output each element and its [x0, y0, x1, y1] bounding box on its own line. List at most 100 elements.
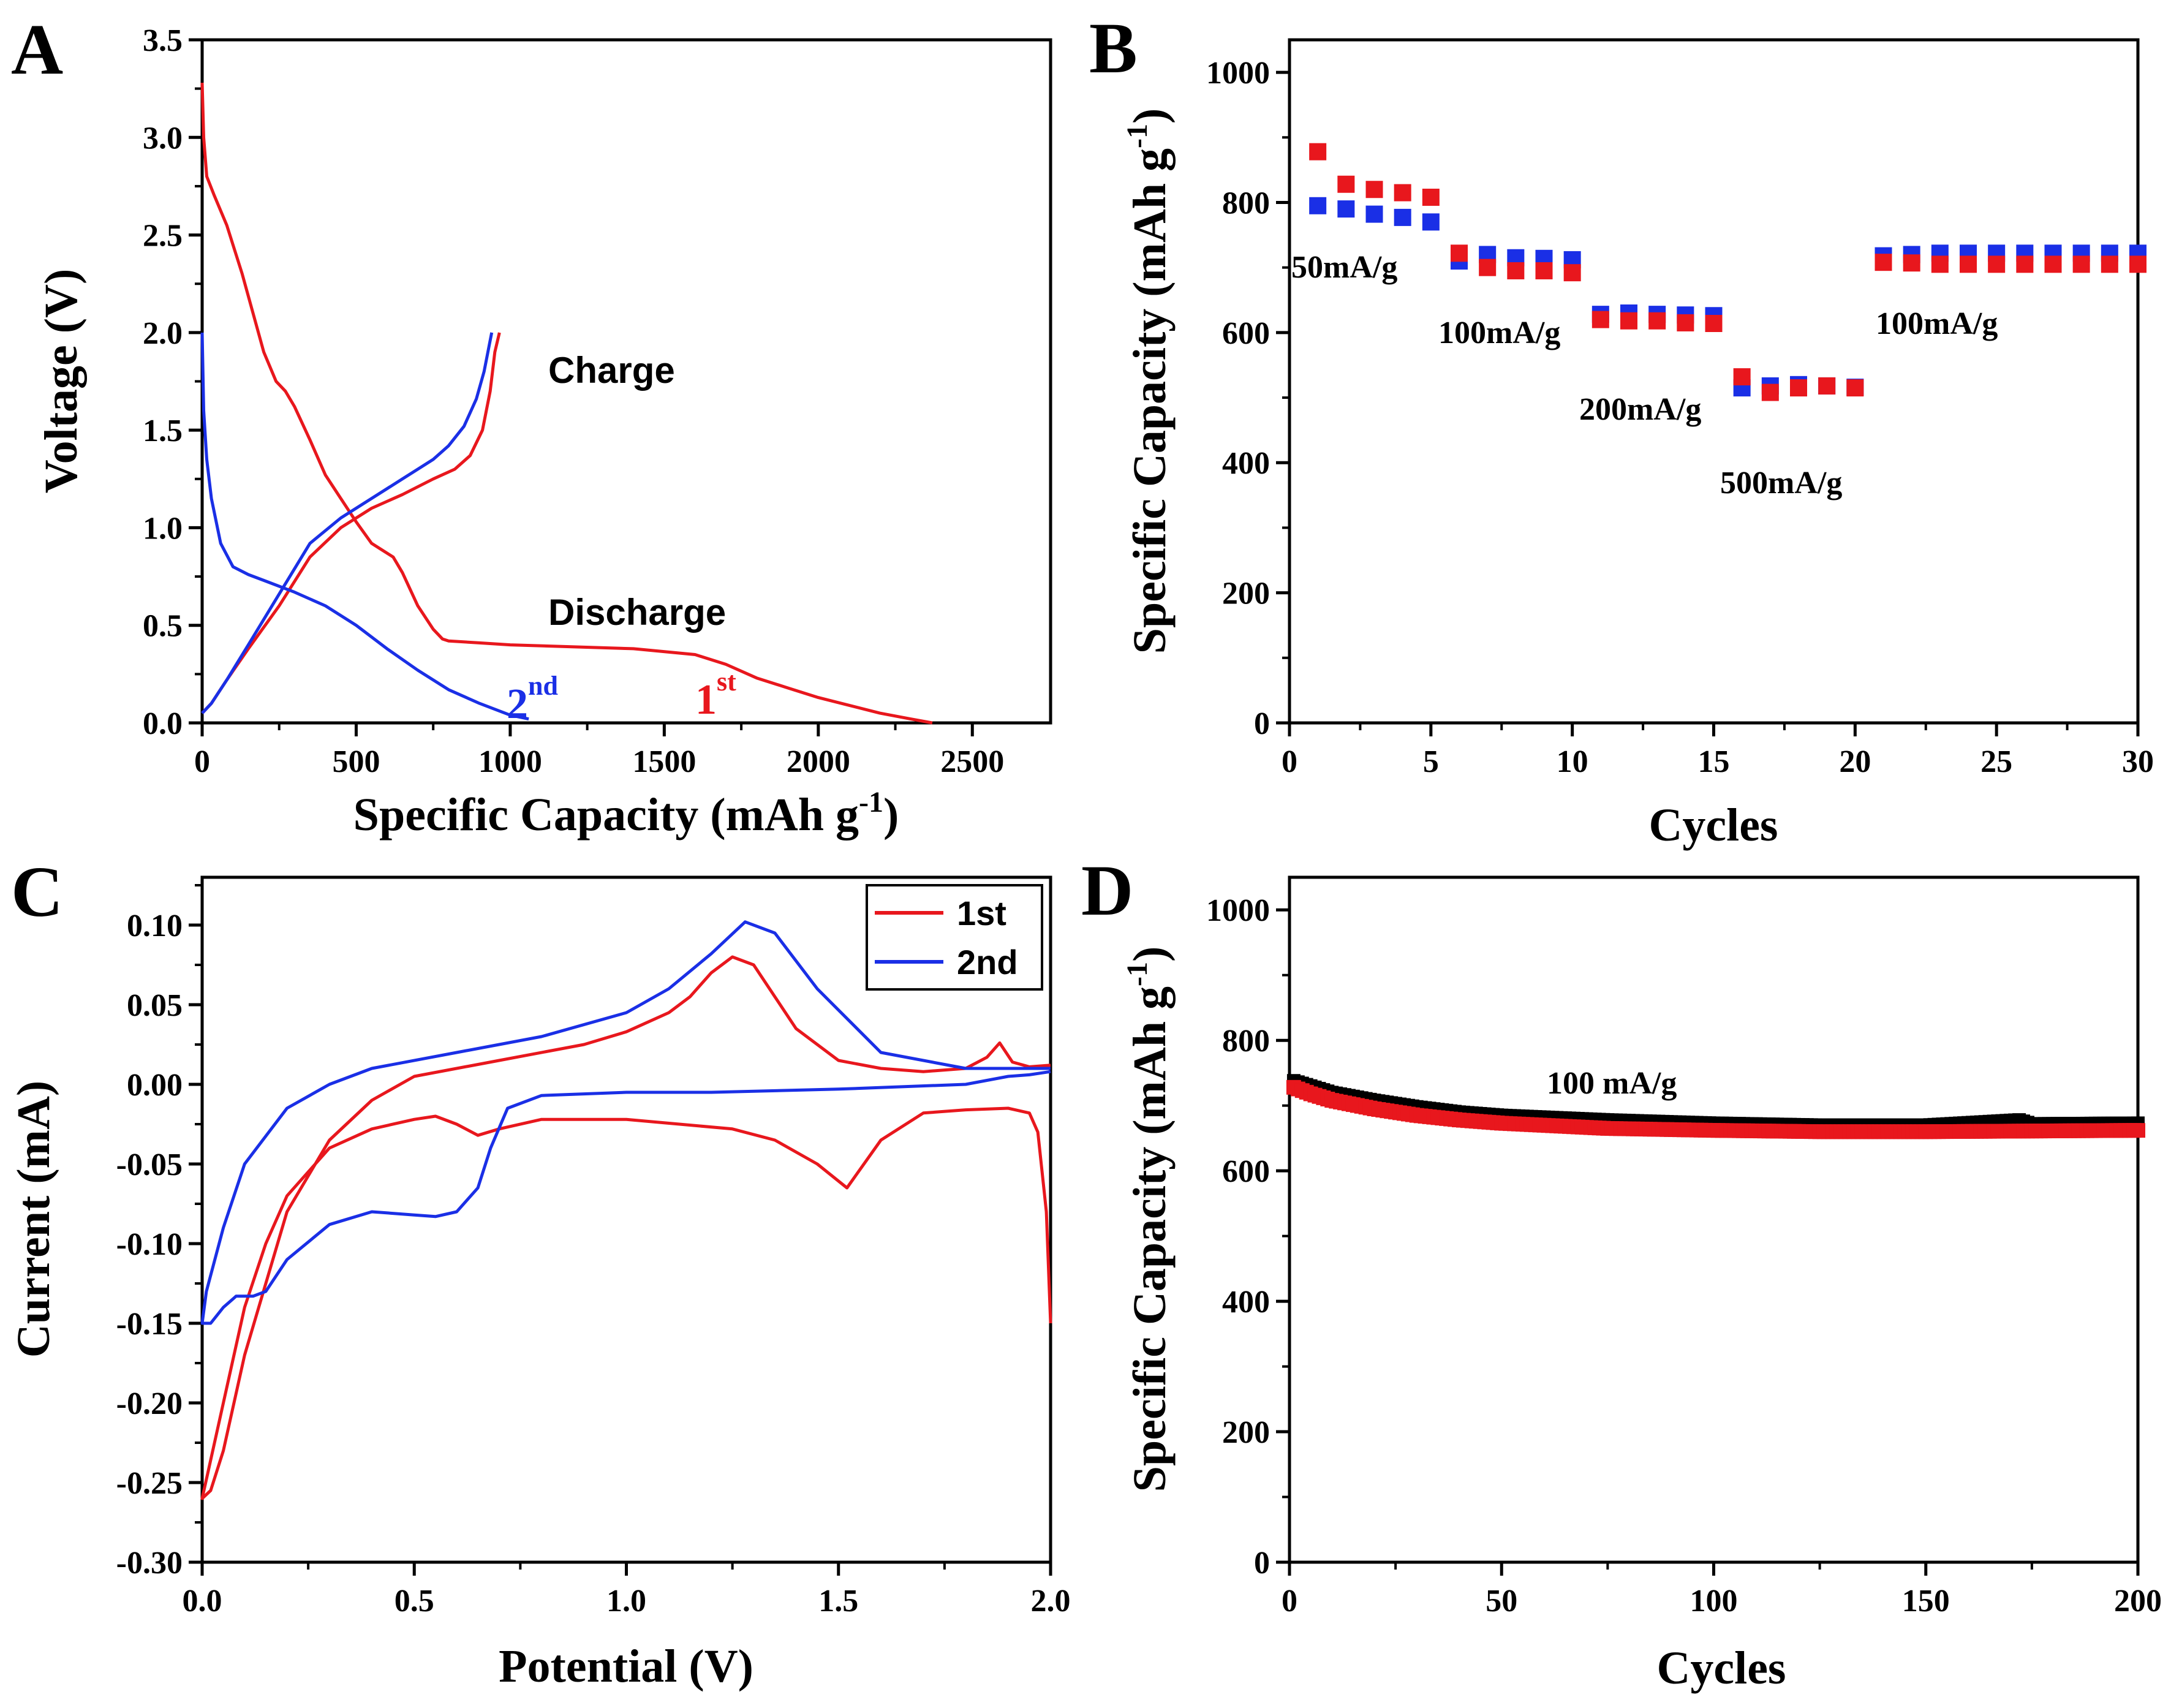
panel-a-label-2nd-num: 2 [507, 681, 528, 728]
panel-a-annot-charge: Charge [548, 350, 675, 391]
panel-a-series-2nd-charge [201, 332, 494, 714]
panel-a-ytick-label-3: 1.5 [143, 414, 183, 448]
panel-b-rate-label-2: 100mA/g [1438, 316, 1560, 350]
panel-b-xtick-label-1: 5 [1423, 744, 1439, 779]
panel-c-ytick-label-4: -0.10 [116, 1227, 183, 1262]
panel-a-ytick-label-1: 0.5 [143, 609, 183, 644]
panel-d-ylabel-end: ) [1124, 947, 1176, 962]
panel-b-ylabel-sup: -1 [1121, 124, 1153, 148]
panel-a-xtick-label-2: 1000 [478, 744, 542, 779]
panel-d-letter: D [1081, 850, 1133, 931]
panel-b-points [1309, 143, 2146, 401]
panel-a: A 0 500 1000 1500 2000 2500 0.0 0.5 1.0 1.5 2.0 2.5… [11, 9, 1052, 841]
panel-b-point-discharge-19 [1818, 377, 1836, 395]
panel-d-ylabel-main: Specific Capacity (mAh g [1124, 986, 1176, 1492]
panel-b-ytick-label-5: 1000 [1206, 56, 1270, 91]
panel-d-ylabel-sup: -1 [1121, 962, 1153, 986]
panel-d-xtick-label-0: 0 [1282, 1584, 1297, 1619]
panel-b-ytick-label-1: 200 [1222, 576, 1270, 611]
panel-a-series-1st-discharge [200, 83, 933, 725]
panel-b-xtick-label-2: 10 [1557, 744, 1588, 779]
panel-c-ytick-label-2: -0.20 [116, 1386, 183, 1421]
panel-b-point-charge-3 [1365, 205, 1383, 223]
panel-b-point-discharge-28 [2072, 255, 2090, 273]
panel-b-ytick-label-2: 400 [1222, 446, 1270, 481]
panel-a-xtick-label-3: 1500 [632, 744, 696, 779]
panel-c-ytick-label-8: 0.10 [127, 909, 183, 943]
panel-b-point-discharge-26 [2016, 255, 2034, 273]
panel-b-point-discharge-29 [2101, 255, 2118, 273]
panel-a-xlabel-sup: -1 [859, 786, 883, 818]
panel-b-point-discharge-27 [2044, 255, 2062, 273]
panel-c-ytick-label-7: 0.05 [127, 988, 183, 1023]
panel-b-ytick-label-4: 800 [1222, 186, 1270, 221]
panel-c-series-2nd [200, 920, 1051, 1325]
panel-b-point-discharge-30 [2129, 255, 2146, 273]
panel-a-ytick-label-0: 0.0 [143, 706, 183, 741]
panel-b-point-discharge-9 [1535, 262, 1553, 279]
panel-a-letter: A [11, 9, 63, 89]
panel-b-point-discharge-24 [1960, 255, 1977, 273]
panel-d-ticks: 0 50 100 150 200 0 200 400 600 800 1000 [1206, 893, 2162, 1619]
panel-d-series-discharge [1286, 1079, 2145, 1139]
panel-d-ylabel: Specific Capacity (mAh g-1) [1121, 947, 1176, 1492]
panel-b-rate-label-5: 100mA/g [1876, 306, 1998, 341]
panel-c-ytick-label-6: 0.00 [127, 1068, 183, 1103]
panel-a-label-1st: 1st [695, 667, 736, 724]
panel-c-legend-label-2nd: 2nd [957, 943, 1018, 981]
panel-c-legend-label-1st: 1st [957, 894, 1006, 932]
panel-c-ytick-label-3: -0.15 [116, 1307, 183, 1342]
panel-c-ytick-label-0: -0.30 [116, 1546, 183, 1581]
panel-b-point-charge-2 [1337, 200, 1355, 218]
panel-c-xtick-label-2: 1.0 [606, 1584, 646, 1619]
panel-b-point-discharge-17 [1761, 384, 1779, 401]
panel-a-ylabel: Voltage (V) [36, 269, 87, 494]
panel-b-point-discharge-3 [1365, 181, 1383, 198]
panel-b-point-discharge-1 [1309, 143, 1327, 161]
panel-c-xtick-label-3: 1.5 [818, 1584, 858, 1619]
panel-b-xtick-label-4: 20 [1839, 744, 1871, 779]
panel-d-ytick-label-0: 0 [1254, 1546, 1270, 1581]
panel-d-xtick-label-4: 200 [2114, 1584, 2162, 1619]
panel-a-label-2nd-sup: nd [528, 671, 558, 701]
panel-b-point-discharge-11 [1591, 311, 1609, 328]
panel-a-ytick-label-5: 2.5 [143, 219, 183, 254]
panel-a-xlabel: Specific Capacity (mAh g-1) [353, 786, 899, 841]
panel-b-point-discharge-7 [1479, 259, 1497, 276]
panel-b-point-discharge-20 [1846, 379, 1864, 397]
panel-b-xtick-label-5: 25 [1980, 744, 2012, 779]
panel-c-xtick-label-4: 2.0 [1031, 1584, 1071, 1619]
panel-a-ytick-label-6: 3.0 [143, 121, 183, 156]
panel-c-xlabel: Potential (V) [499, 1641, 753, 1692]
panel-a-xlabel-end: ) [883, 789, 899, 841]
panel-a-xtick-label-0: 0 [194, 744, 210, 779]
panel-c-series [200, 920, 1052, 1500]
panel-b-point-discharge-21 [1875, 254, 1892, 271]
panel-c-legend-box [866, 884, 1043, 991]
panel-d: D 0 50 100 150 200 0 200 400 600 800 1000 100 mA/g… [1081, 850, 2162, 1694]
panel-b-point-discharge-13 [1648, 312, 1666, 330]
panel-b-point-discharge-16 [1733, 368, 1751, 386]
panel-c-xtick-label-1: 0.5 [395, 1584, 434, 1619]
panel-b-point-discharge-4 [1394, 184, 1411, 202]
panel-d-point-discharge-200 [2131, 1123, 2145, 1138]
panel-b-point-charge-1 [1309, 197, 1327, 214]
panel-d-ytick-label-4: 800 [1222, 1024, 1270, 1059]
panel-a-series-2nd-discharge [200, 332, 529, 721]
panel-b-ylabel-end: ) [1124, 108, 1176, 124]
panel-a-ytick-label-2: 1.0 [143, 511, 183, 546]
panel-b-point-discharge-18 [1790, 379, 1807, 397]
panel-c-ytick-label-1: -0.25 [116, 1466, 183, 1501]
panel-c-ticks: 0.0 0.5 1.0 1.5 2.0 -0.30 -0.25 -0.20 -0.15 -0.10… [116, 884, 1071, 1619]
panel-a-label-1st-num: 1 [695, 676, 717, 724]
panel-a-ytick-label-4: 2.0 [143, 316, 183, 351]
panel-b-point-charge-4 [1394, 208, 1411, 226]
panel-a-xtick-label-5: 2500 [940, 744, 1004, 779]
panel-d-ytick-label-1: 200 [1222, 1415, 1270, 1450]
panel-b-point-discharge-22 [1903, 254, 1920, 272]
panel-d-series [1286, 1074, 2145, 1139]
panel-a-series [200, 83, 933, 725]
panel-b: B 0 5 10 15 20 25 30 0 200 400 600 800 1000 50mA/g 1… [1089, 8, 2154, 851]
panel-a-ticks: 0 500 1000 1500 2000 2500 0.0 0.5 1.0 1.5 2.0 2.5 3.… [143, 23, 1004, 779]
